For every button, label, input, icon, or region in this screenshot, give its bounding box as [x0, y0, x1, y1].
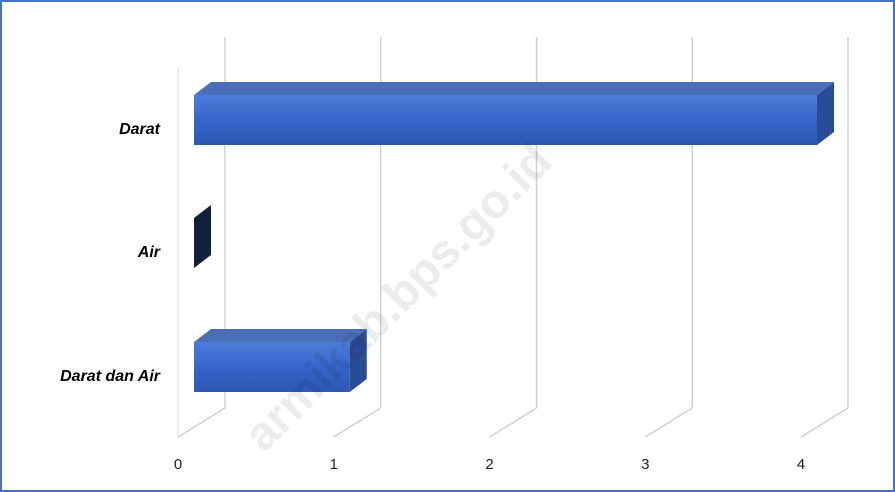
bar [194, 82, 834, 145]
category-label: Air [137, 244, 161, 261]
bar-side [817, 82, 834, 145]
watermark: armikab.bps.go.id [234, 134, 562, 462]
bar-front [194, 342, 350, 392]
x-tick-label: 0 [174, 456, 182, 473]
x-tick-label: 4 [797, 456, 805, 473]
bar-front [194, 95, 817, 145]
x-tick-label: 3 [641, 456, 649, 473]
grid-line [489, 407, 537, 438]
bar-top [194, 329, 367, 342]
bar [194, 329, 367, 392]
grid-line [800, 407, 849, 438]
grid-line [333, 407, 382, 438]
x-tick-label: 1 [330, 456, 338, 473]
bar [194, 205, 211, 268]
grid-line [644, 407, 693, 438]
grid-line [177, 407, 226, 438]
category-label: Darat dan Air [60, 368, 161, 385]
category-label: Darat [119, 121, 161, 138]
x-tick-label: 2 [485, 456, 493, 473]
bar-side [349, 329, 367, 392]
bar-top [194, 82, 834, 95]
bar-side [194, 205, 211, 268]
plot-area: 0 1 2 3 4 Darat Air Darat dan Air [60, 37, 849, 473]
